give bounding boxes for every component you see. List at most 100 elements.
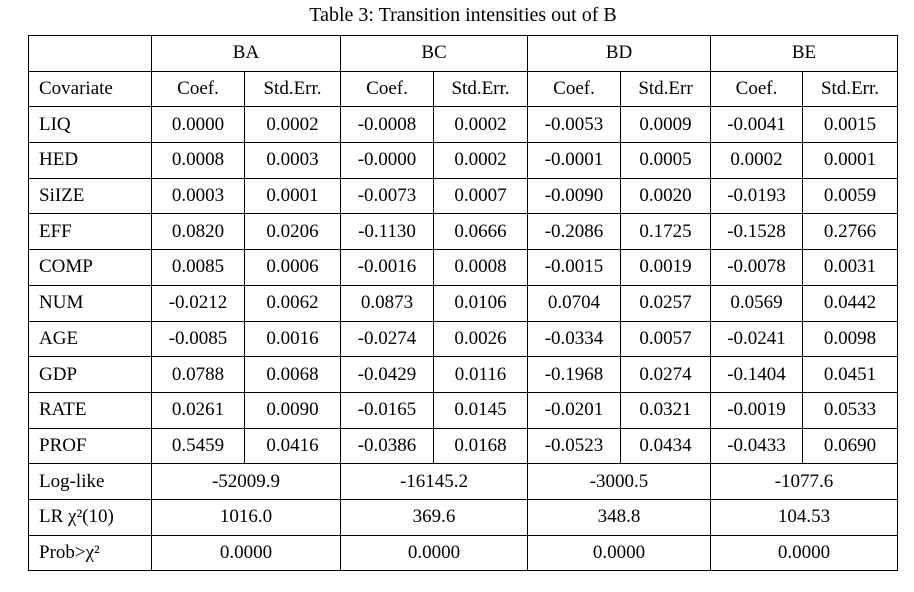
summary-value: -52009.9: [151, 463, 341, 500]
value-cell: -0.0386: [340, 427, 434, 465]
data-row: HED 0.0008 0.0003 -0.0000 0.0002 -0.0001 0.000…: [28, 142, 899, 179]
summary-row: Log-like -52009.9 -16145.2 -3000.5 -1077.6: [28, 463, 899, 500]
summary-value: -16145.2: [339, 463, 529, 500]
value-cell: 0.0261: [151, 391, 245, 429]
summary-value: -3000.5: [527, 463, 712, 500]
data-row: EFF 0.0820 0.0206 -0.1130 0.0666 -0.2086 0.172…: [28, 213, 899, 251]
value-cell: 0.0666: [432, 213, 529, 251]
data-row: GDP 0.0788 0.0068 -0.0429 0.0116 -0.1968 0.027…: [28, 356, 899, 393]
value-cell: 0.1725: [620, 213, 712, 251]
column-header: Coef.: [710, 70, 804, 108]
group-header: BC: [339, 35, 529, 72]
row-label: AGE: [28, 320, 152, 358]
row-label: GDP: [28, 356, 152, 393]
value-cell: 0.0062: [244, 284, 341, 322]
column-header: Std.Err.: [244, 70, 341, 108]
value-cell: -0.0085: [151, 320, 245, 358]
summary-value: 369.6: [339, 498, 529, 536]
value-cell: 0.0068: [244, 356, 341, 393]
summary-value: -1077.6: [710, 463, 899, 500]
row-label: PROF: [28, 427, 152, 465]
row-label: RATE: [28, 391, 152, 429]
value-cell: 0.0016: [244, 320, 341, 358]
value-cell: -0.0053: [527, 106, 622, 144]
summary-value: 348.8: [527, 498, 712, 536]
value-cell: -0.0165: [340, 391, 434, 429]
value-cell: -0.0201: [527, 391, 622, 429]
value-cell: -0.2086: [527, 213, 622, 251]
value-cell: 0.0090: [244, 391, 341, 429]
value-cell: -0.0041: [710, 106, 804, 144]
value-cell: 0.5459: [151, 427, 245, 465]
row-label: NUM: [28, 284, 152, 322]
value-cell: -0.0008: [340, 106, 434, 144]
value-cell: -0.0000: [340, 142, 434, 179]
value-cell: 0.0206: [244, 213, 341, 251]
value-cell: 0.0006: [244, 249, 341, 286]
value-cell: -0.0193: [710, 177, 804, 215]
summary-value: 104.53: [710, 498, 899, 536]
value-cell: 0.0002: [432, 142, 529, 179]
results-table: BA BC BD BE Covariate Coef. Std.Err. Coef. Std.E…: [28, 35, 899, 572]
row-label: COMP: [28, 249, 152, 286]
value-cell: 0.0020: [620, 177, 712, 215]
group-header: BE: [710, 35, 899, 72]
value-cell: 0.0434: [620, 427, 712, 465]
value-cell: -0.1404: [710, 356, 804, 393]
row-label: LIQ: [28, 106, 152, 144]
value-cell: 0.0003: [244, 142, 341, 179]
value-cell: 0.0788: [151, 356, 245, 393]
value-cell: 0.0001: [802, 142, 899, 179]
row-label: SiIZE: [28, 177, 152, 215]
value-cell: 0.0451: [802, 356, 899, 393]
table-caption: Table 3: Transition intensities out of B: [309, 4, 617, 26]
value-cell: 0.0690: [802, 427, 899, 465]
value-cell: 0.0008: [151, 142, 245, 179]
value-cell: 0.2766: [802, 213, 899, 251]
value-cell: 0.0000: [151, 106, 245, 144]
row-label: Prob>χ²: [28, 534, 152, 572]
column-header: Coef.: [151, 70, 245, 108]
data-row: COMP 0.0085 0.0006 -0.0016 0.0008 -0.0015 0.00…: [28, 249, 899, 286]
row-label: Log-like: [28, 463, 152, 500]
value-cell: -0.0429: [340, 356, 434, 393]
summary-row: Prob>χ² 0.0000 0.0000 0.0000 0.0000: [28, 534, 899, 572]
data-row: RATE 0.0261 0.0090 -0.0165 0.0145 -0.0201 0.03…: [28, 391, 899, 429]
value-cell: 0.0003: [151, 177, 245, 215]
value-cell: -0.0241: [710, 320, 804, 358]
value-cell: -0.1528: [710, 213, 804, 251]
summary-value: 0.0000: [339, 534, 529, 572]
value-cell: 0.0007: [432, 177, 529, 215]
data-row: NUM -0.0212 0.0062 0.0873 0.0106 0.0704 0.0257…: [28, 284, 899, 322]
value-cell: -0.0078: [710, 249, 804, 286]
data-row: AGE -0.0085 0.0016 -0.0274 0.0026 -0.0334 0.00…: [28, 320, 899, 358]
value-cell: 0.0704: [527, 284, 622, 322]
summary-value: 0.0000: [151, 534, 341, 572]
value-cell: -0.1130: [340, 213, 434, 251]
value-cell: 0.0001: [244, 177, 341, 215]
value-cell: 0.0569: [710, 284, 804, 322]
value-cell: -0.0212: [151, 284, 245, 322]
value-cell: 0.0002: [432, 106, 529, 144]
value-cell: 0.0533: [802, 391, 899, 429]
value-cell: 0.0008: [432, 249, 529, 286]
value-cell: 0.0005: [620, 142, 712, 179]
value-cell: 0.0321: [620, 391, 712, 429]
column-header: Std.Err: [620, 70, 712, 108]
group-header-row: BA BC BD BE: [28, 35, 899, 72]
summary-value: 1016.0: [151, 498, 341, 536]
value-cell: -0.0334: [527, 320, 622, 358]
value-cell: 0.0257: [620, 284, 712, 322]
value-cell: 0.0145: [432, 391, 529, 429]
value-cell: 0.0873: [340, 284, 434, 322]
column-header: Covariate: [28, 70, 152, 108]
row-label: EFF: [28, 213, 152, 251]
group-header: BA: [151, 35, 341, 72]
column-header: Std.Err.: [802, 70, 899, 108]
value-cell: -0.1968: [527, 356, 622, 393]
value-cell: 0.0031: [802, 249, 899, 286]
value-cell: -0.0090: [527, 177, 622, 215]
summary-value: 0.0000: [710, 534, 899, 572]
value-cell: -0.0523: [527, 427, 622, 465]
